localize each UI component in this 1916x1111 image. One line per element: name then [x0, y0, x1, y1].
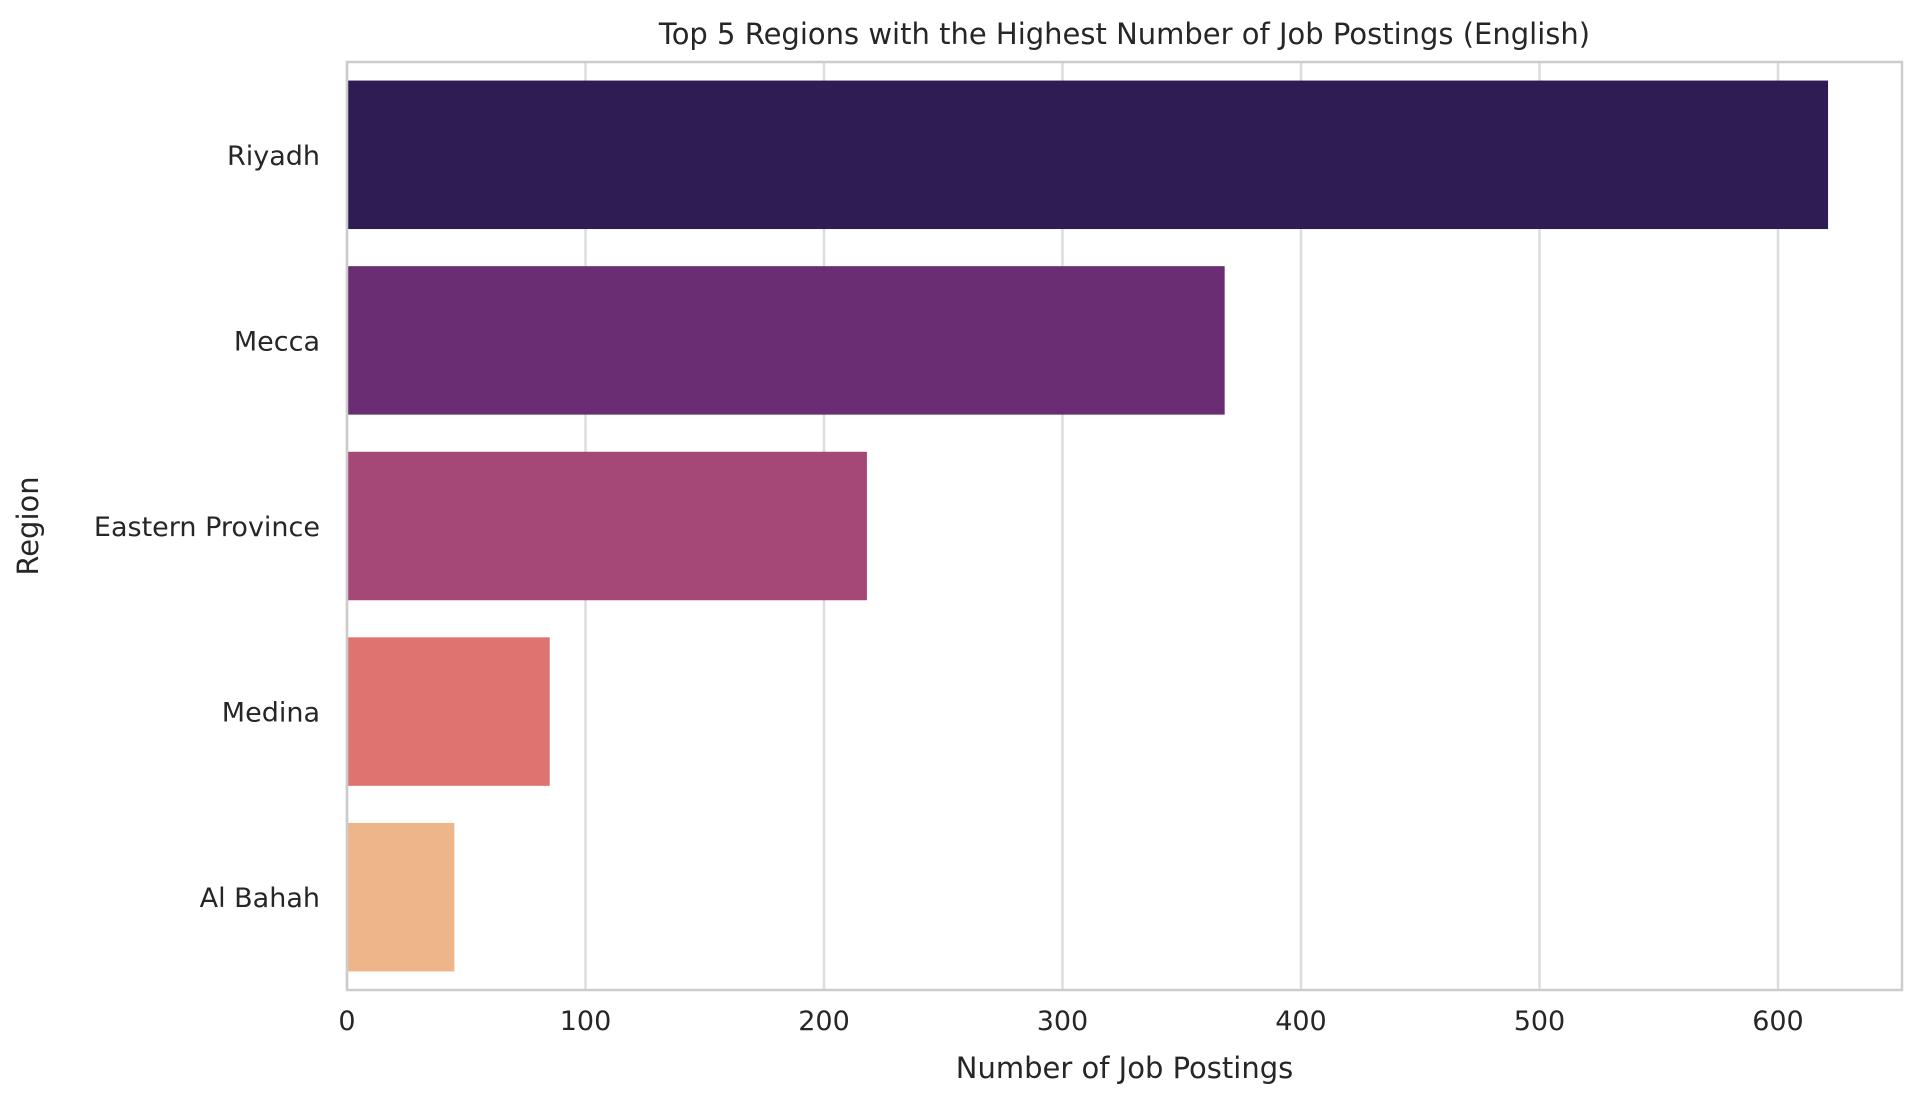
- x-tick-label: 100: [560, 1006, 612, 1037]
- x-tick-label: 600: [1752, 1006, 1804, 1037]
- bar-mecca: [347, 266, 1225, 415]
- x-tick-label: 200: [798, 1006, 850, 1037]
- y-tick-label: Eastern Province: [94, 512, 320, 543]
- y-tick-label: Mecca: [234, 326, 320, 357]
- x-tick-label: 400: [1275, 1006, 1327, 1037]
- bars: [347, 80, 1829, 972]
- bar-eastern-province: [347, 451, 867, 601]
- x-tick-label: 0: [338, 1006, 355, 1037]
- bar-medina: [347, 637, 550, 786]
- y-tick-label: Riyadh: [227, 141, 320, 172]
- x-tick-label: 300: [1037, 1006, 1089, 1037]
- bar-riyadh: [347, 80, 1829, 230]
- y-tick-labels: Riyadh Mecca Eastern Province Medina Al Baha…: [94, 141, 320, 914]
- x-axis-label: Number of Job Postings: [956, 1051, 1293, 1085]
- y-tick-label: Al Bahah: [200, 883, 320, 914]
- chart-title: Top 5 Regions with the Highest Number of…: [658, 17, 1590, 51]
- y-axis-label: Region: [11, 476, 45, 575]
- x-tick-labels: 0 100 200 300 400 500 600: [338, 1006, 1803, 1037]
- plot-frame: [345, 60, 1904, 992]
- y-tick-label: Medina: [222, 698, 320, 729]
- bar-al-bahah: [347, 822, 455, 972]
- x-tick-label: 500: [1514, 1006, 1566, 1037]
